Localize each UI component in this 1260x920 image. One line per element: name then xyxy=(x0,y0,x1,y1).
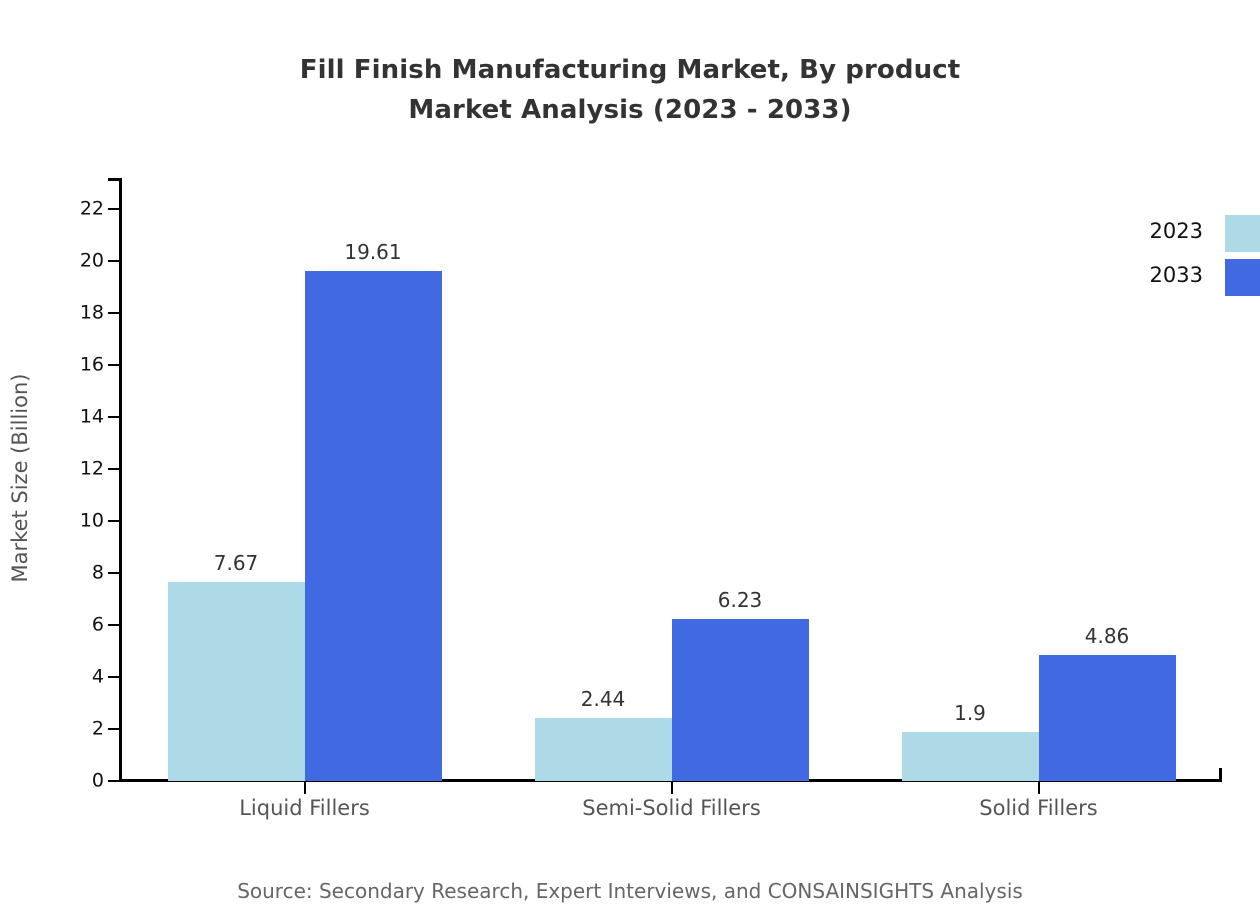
y-tick-20 xyxy=(108,260,121,263)
y-tick-12 xyxy=(108,468,121,471)
y-tick-8 xyxy=(108,572,121,575)
x-tick-semi-solid-fillers xyxy=(670,781,673,794)
bar-2023-liquid-fillers[interactable] xyxy=(167,581,305,781)
y-tick-label-10: 10 xyxy=(79,509,104,532)
legend-label-2023: 2023 xyxy=(1149,219,1203,243)
legend-label-2033: 2033 xyxy=(1149,263,1203,287)
chart-title-line2: Market Analysis (2023 - 2033) xyxy=(408,95,852,125)
y-axis-label-text: Market Size (Billion) xyxy=(8,373,32,583)
legend-swatch-2033 xyxy=(1225,259,1260,296)
y-tick-label-2: 2 xyxy=(91,717,104,740)
y-tick-22 xyxy=(108,208,121,211)
bar-value-label-2023-semi-solid-fillers: 2.44 xyxy=(580,686,626,711)
bar-2033-semi-solid-fillers[interactable] xyxy=(671,619,809,781)
bar-2033-solid-fillers[interactable] xyxy=(1038,654,1176,781)
bar-value-label-2033-solid-fillers: 4.86 xyxy=(1084,623,1130,648)
legend-item-2033[interactable]: 2033 xyxy=(1135,259,1260,306)
x-tick-label-solid-fillers: Solid Fillers xyxy=(979,796,1098,820)
y-axis-line xyxy=(119,178,122,782)
bar-2023-solid-fillers[interactable] xyxy=(901,731,1039,781)
y-tick-label-12: 12 xyxy=(79,457,104,480)
bar-2033-liquid-fillers[interactable] xyxy=(304,271,442,781)
x-tick-liquid-fillers xyxy=(303,781,306,794)
y-tick-label-0: 0 xyxy=(91,769,104,792)
y-tick-0 xyxy=(108,780,121,782)
y-tick-label-14: 14 xyxy=(79,405,104,428)
legend-item-2023[interactable]: 2023 xyxy=(1135,215,1260,262)
y-axis-label: Market Size (Billion) xyxy=(0,0,40,920)
y-tick-6 xyxy=(108,624,121,627)
x-tick-solid-fillers xyxy=(1037,781,1040,794)
source-note: Source: Secondary Research, Expert Inter… xyxy=(237,879,1023,903)
legend-swatch-2023 xyxy=(1225,215,1260,252)
y-tick-10 xyxy=(108,520,121,523)
chart-title: Fill Finish Manufacturing Market, By pro… xyxy=(0,50,1260,130)
bar-value-label-2033-liquid-fillers: 19.61 xyxy=(344,240,402,265)
y-tick-2 xyxy=(108,728,121,731)
y-tick-label-18: 18 xyxy=(79,301,104,324)
x-tick-label-liquid-fillers: Liquid Fillers xyxy=(239,796,370,820)
y-tick-4 xyxy=(108,676,121,679)
y-tick-label-6: 6 xyxy=(91,613,104,636)
chart-legend: 2023 2033 xyxy=(1135,215,1260,306)
bar-value-label-2023-solid-fillers: 1.9 xyxy=(954,700,986,725)
bar-value-label-2033-semi-solid-fillers: 6.23 xyxy=(717,588,763,613)
bar-2023-semi-solid-fillers[interactable] xyxy=(534,717,672,781)
y-axis-top-tick xyxy=(108,178,121,181)
chart-title-line1: Fill Finish Manufacturing Market, By pro… xyxy=(299,55,961,85)
x-axis-end-tick xyxy=(1219,768,1222,782)
y-tick-label-4: 4 xyxy=(91,665,104,688)
y-tick-label-20: 20 xyxy=(79,249,104,272)
y-tick-16 xyxy=(108,364,121,367)
y-tick-label-8: 8 xyxy=(91,561,104,584)
y-tick-label-16: 16 xyxy=(79,353,104,376)
y-tick-label-22: 22 xyxy=(79,197,104,220)
y-tick-14 xyxy=(108,416,121,419)
y-tick-18 xyxy=(108,312,121,315)
bar-value-label-2023-liquid-fillers: 7.67 xyxy=(213,550,259,575)
x-tick-label-semi-solid-fillers: Semi-Solid Fillers xyxy=(582,796,761,820)
